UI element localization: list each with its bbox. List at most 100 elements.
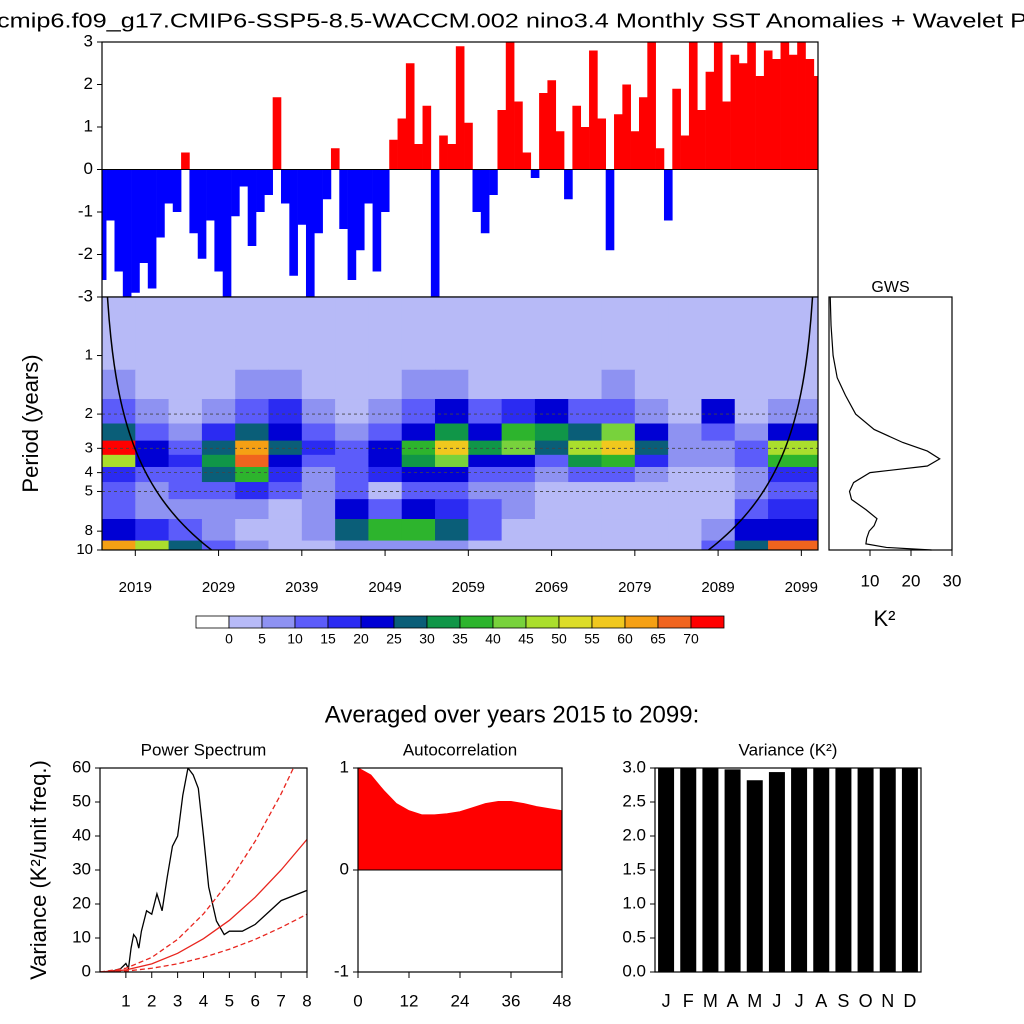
wavelet-cell [335,519,369,542]
wavelet-cells [102,297,818,550]
anomaly-bar [564,169,573,200]
anomaly-bar [114,169,124,272]
wavelet-cell [335,499,369,520]
wavelet-cell [201,346,236,371]
wavelet-cell [534,499,569,520]
wavelet-cell [368,482,403,500]
wavelet-cell [435,423,469,442]
wavelet-cell [501,399,536,424]
wavelet-cell [435,519,469,542]
wavelet-cell [102,346,136,371]
anomaly-bar [464,122,473,170]
wavelet-cell [168,440,203,456]
anomaly-bar [589,50,598,170]
y-tick-label: 1.5 [622,859,646,878]
colorbar-swatch [624,615,659,629]
wavelet-cell [634,369,669,400]
wavelet-cell [201,369,236,400]
wavelet-cell [201,399,236,424]
wavelet-cell [135,423,170,442]
y-tick-label: 2.0 [622,825,646,844]
bar [901,768,918,972]
wavelet-cell [468,454,503,468]
wavelet-cell [368,540,403,550]
wavelet-cell [102,482,136,500]
y-tick-label: 0 [82,961,91,980]
anomaly-bar [713,42,723,170]
wavelet-cell [335,540,369,550]
wavelet-cell [734,423,769,442]
wavelet-cell [135,454,170,468]
wavelet-cell [668,454,702,468]
y-axis-label: Variance (K²/unit freq.) [26,760,51,980]
anomaly-bar [505,42,515,170]
wavelet-cell [534,540,569,550]
wavelet-cell [102,440,136,456]
wavelet-cell [701,482,736,500]
wavelet-cell [268,482,303,500]
area-fill [358,768,562,870]
wavelet-cell [468,466,503,483]
wavelet-cell [268,540,303,550]
x-tick-label: 2029 [202,579,235,596]
x-tick-label: 2089 [701,579,734,596]
bar [879,768,896,972]
anomaly-bar [297,169,307,225]
y-tick-label: 1 [340,757,349,776]
colorbar-label: 10 [287,631,303,647]
anomaly-bar [231,169,240,217]
wavelet-cell [368,454,403,468]
wavelet-cell [401,346,436,371]
wavelet-cell [135,369,170,400]
colorbar-swatch [228,615,263,629]
wavelet-cell [235,346,270,371]
wavelet-cell [401,297,436,326]
x-tick-label: F [683,991,694,1011]
wavelet-cell [102,324,136,347]
wavelet-cell [601,297,636,326]
wavelet-cell [135,499,170,520]
wavelet-cell [534,297,569,326]
wavelet-cell [335,423,369,442]
wavelet-cell [534,454,569,468]
wavelet-cell [734,369,769,400]
wavelet-cell [168,369,203,400]
wavelet-cell [401,399,436,424]
y-tick-label: 3 [85,439,93,456]
anomaly-bar [239,169,248,187]
wavelet-cell [568,454,603,468]
wavelet-cell [534,440,569,456]
anomaly-bar [414,144,423,170]
bar [702,768,719,972]
wavelet-cell [634,540,669,550]
wavelet-cell [268,297,303,326]
wavelet-cell [201,466,236,483]
anomaly-bar [397,118,407,170]
wavelet-cell [568,540,603,550]
x-tick-label: 5 [225,991,234,1010]
anomaly-bar [197,169,207,259]
wavelet-cell [668,324,702,347]
y-tick-label: -1 [334,961,349,980]
wavelet-cell [368,369,403,400]
anomaly-bar [730,54,740,170]
wavelet-cell [734,399,769,424]
x-tick-label: M [747,991,762,1011]
panel-frame [101,296,819,551]
wavelet-cell [435,297,469,326]
y-tick-label: 10 [76,541,93,558]
wavelet-cell [368,499,403,520]
wavelet-cell [634,499,669,520]
wavelet-cell [368,297,403,326]
wavelet-cell [734,519,769,542]
wavelet-cell [668,423,702,442]
wavelet-cell [668,466,702,483]
wavelet-cell [168,346,203,371]
wavelet-cell [601,519,636,542]
wavelet-cell [235,399,270,424]
spectrum-line [100,768,295,972]
x-tick-label: A [727,991,739,1011]
wavelet-cell [235,454,270,468]
anomaly-bar [439,135,448,170]
anomaly-bar [131,169,140,293]
